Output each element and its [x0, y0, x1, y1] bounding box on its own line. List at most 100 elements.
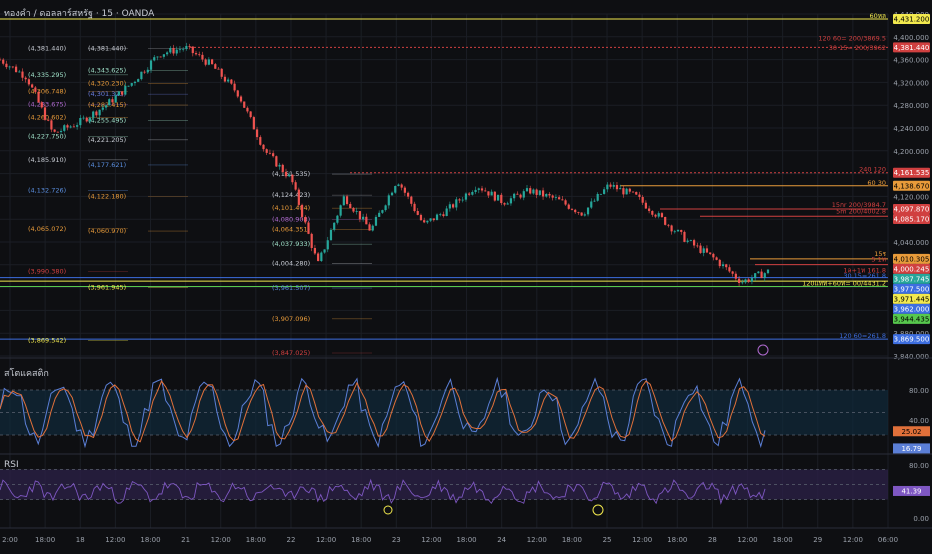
candle-body [432, 218, 435, 221]
x-axis-tick: 18:00 [667, 536, 687, 544]
candle-body [423, 220, 426, 223]
candle-body [194, 53, 198, 55]
rsi-axis-tick: 80.00 [909, 462, 929, 470]
candle-body [638, 194, 641, 197]
candle-body [545, 193, 548, 197]
candle-body [117, 91, 120, 96]
candle-body [259, 137, 262, 145]
candle-body [88, 117, 92, 122]
x-axis-tick: 12:00 [737, 536, 757, 544]
candle-body [355, 211, 358, 212]
candle-body [641, 196, 644, 203]
price-tag-label: 4,431.200 [894, 16, 930, 24]
candle-body [471, 191, 474, 195]
candle-body [371, 225, 374, 231]
x-axis-tick: 18:00 [140, 536, 160, 544]
x-axis-tick: 18:00 [351, 536, 371, 544]
candle-body [631, 191, 635, 193]
candle-body [53, 129, 56, 132]
candle-body [651, 210, 654, 215]
candle-body [191, 46, 194, 54]
candle-body [734, 273, 737, 279]
candle-body [362, 216, 365, 220]
candle-body [535, 189, 538, 195]
x-axis-tick: 12:00 [527, 536, 547, 544]
candle-body [146, 69, 149, 73]
x-axis-tick: 12:00 [211, 536, 231, 544]
candle-body [214, 64, 217, 69]
price-axis-tick: 4,120.000 [893, 193, 929, 201]
price-tag [893, 303, 930, 314]
candle-body [660, 213, 664, 218]
fib-label: (4,065.072) [28, 225, 66, 233]
stoch-d-tag [893, 426, 930, 437]
x-axis-tick: 29 [813, 536, 822, 544]
fib-label: (4,255.495) [88, 116, 126, 124]
rsi-axis-tick: 0.00 [913, 515, 929, 523]
candle-body [40, 102, 43, 108]
fib-label: (4,004.280) [272, 260, 310, 268]
candle-body [381, 210, 384, 213]
level-label: 1ล+1ท 161.8 [843, 266, 886, 274]
price-tag-label: 4,161.535 [894, 169, 930, 177]
candle-body [76, 125, 79, 127]
candle-body [339, 205, 342, 216]
candle-body [111, 99, 114, 103]
candle-body [394, 186, 397, 193]
candle-body [574, 209, 577, 213]
candle-body [676, 229, 680, 232]
candle-body [586, 207, 590, 215]
candle-body [532, 189, 535, 194]
fib-label: (4,161.535) [272, 170, 310, 178]
level-label: 30 15=261.8 [843, 272, 886, 280]
candle-body [439, 214, 442, 216]
candle-body [304, 217, 307, 223]
candle-body [403, 187, 406, 193]
candle-body [345, 196, 349, 204]
candle-body [625, 188, 628, 195]
candle-body [500, 194, 503, 204]
candle-body [435, 214, 439, 221]
candle-body [8, 66, 11, 68]
x-axis-tick: 12:00 [105, 536, 125, 544]
candle-body [410, 196, 413, 204]
candle-body [712, 253, 715, 258]
price-tag-label: 4,085.170 [894, 216, 930, 224]
candle-body [95, 111, 98, 116]
candle-body [612, 184, 615, 187]
candle-body [477, 188, 480, 190]
candle-body [243, 101, 246, 108]
candle-body [754, 273, 757, 279]
fib-label: (4,060.970) [88, 227, 126, 235]
stoch-axis-tick: 80.00 [909, 387, 929, 395]
rsi-marker [383, 505, 393, 515]
candle-body [175, 49, 178, 54]
candle-body [657, 213, 660, 217]
candle-body [178, 49, 182, 51]
candle-body [503, 203, 506, 205]
candle-body [272, 153, 275, 157]
x-axis-tick: 18:00 [246, 536, 266, 544]
price-tag [893, 180, 930, 191]
rsi-title: RSI [4, 460, 19, 470]
candle-body [451, 204, 455, 208]
candle-body [583, 214, 586, 216]
candle-body [529, 188, 532, 194]
candle-body [670, 225, 673, 232]
candle-body [210, 59, 214, 65]
candle-body [329, 229, 333, 241]
candle-body [114, 95, 117, 103]
event-marker [757, 344, 769, 356]
candle-body [323, 249, 326, 253]
price-axis-tick: 4,240.000 [893, 125, 929, 133]
fib-label: (4,064.351) [272, 225, 310, 233]
fib-label: (4,260.602) [28, 114, 66, 122]
candle-body [390, 192, 394, 196]
candle-body [667, 224, 670, 226]
candle-body [320, 252, 323, 262]
candle-body [18, 71, 21, 73]
price-tag-label: 4,097.870 [894, 206, 930, 214]
candle-body [705, 248, 709, 253]
candle-body [538, 190, 541, 195]
